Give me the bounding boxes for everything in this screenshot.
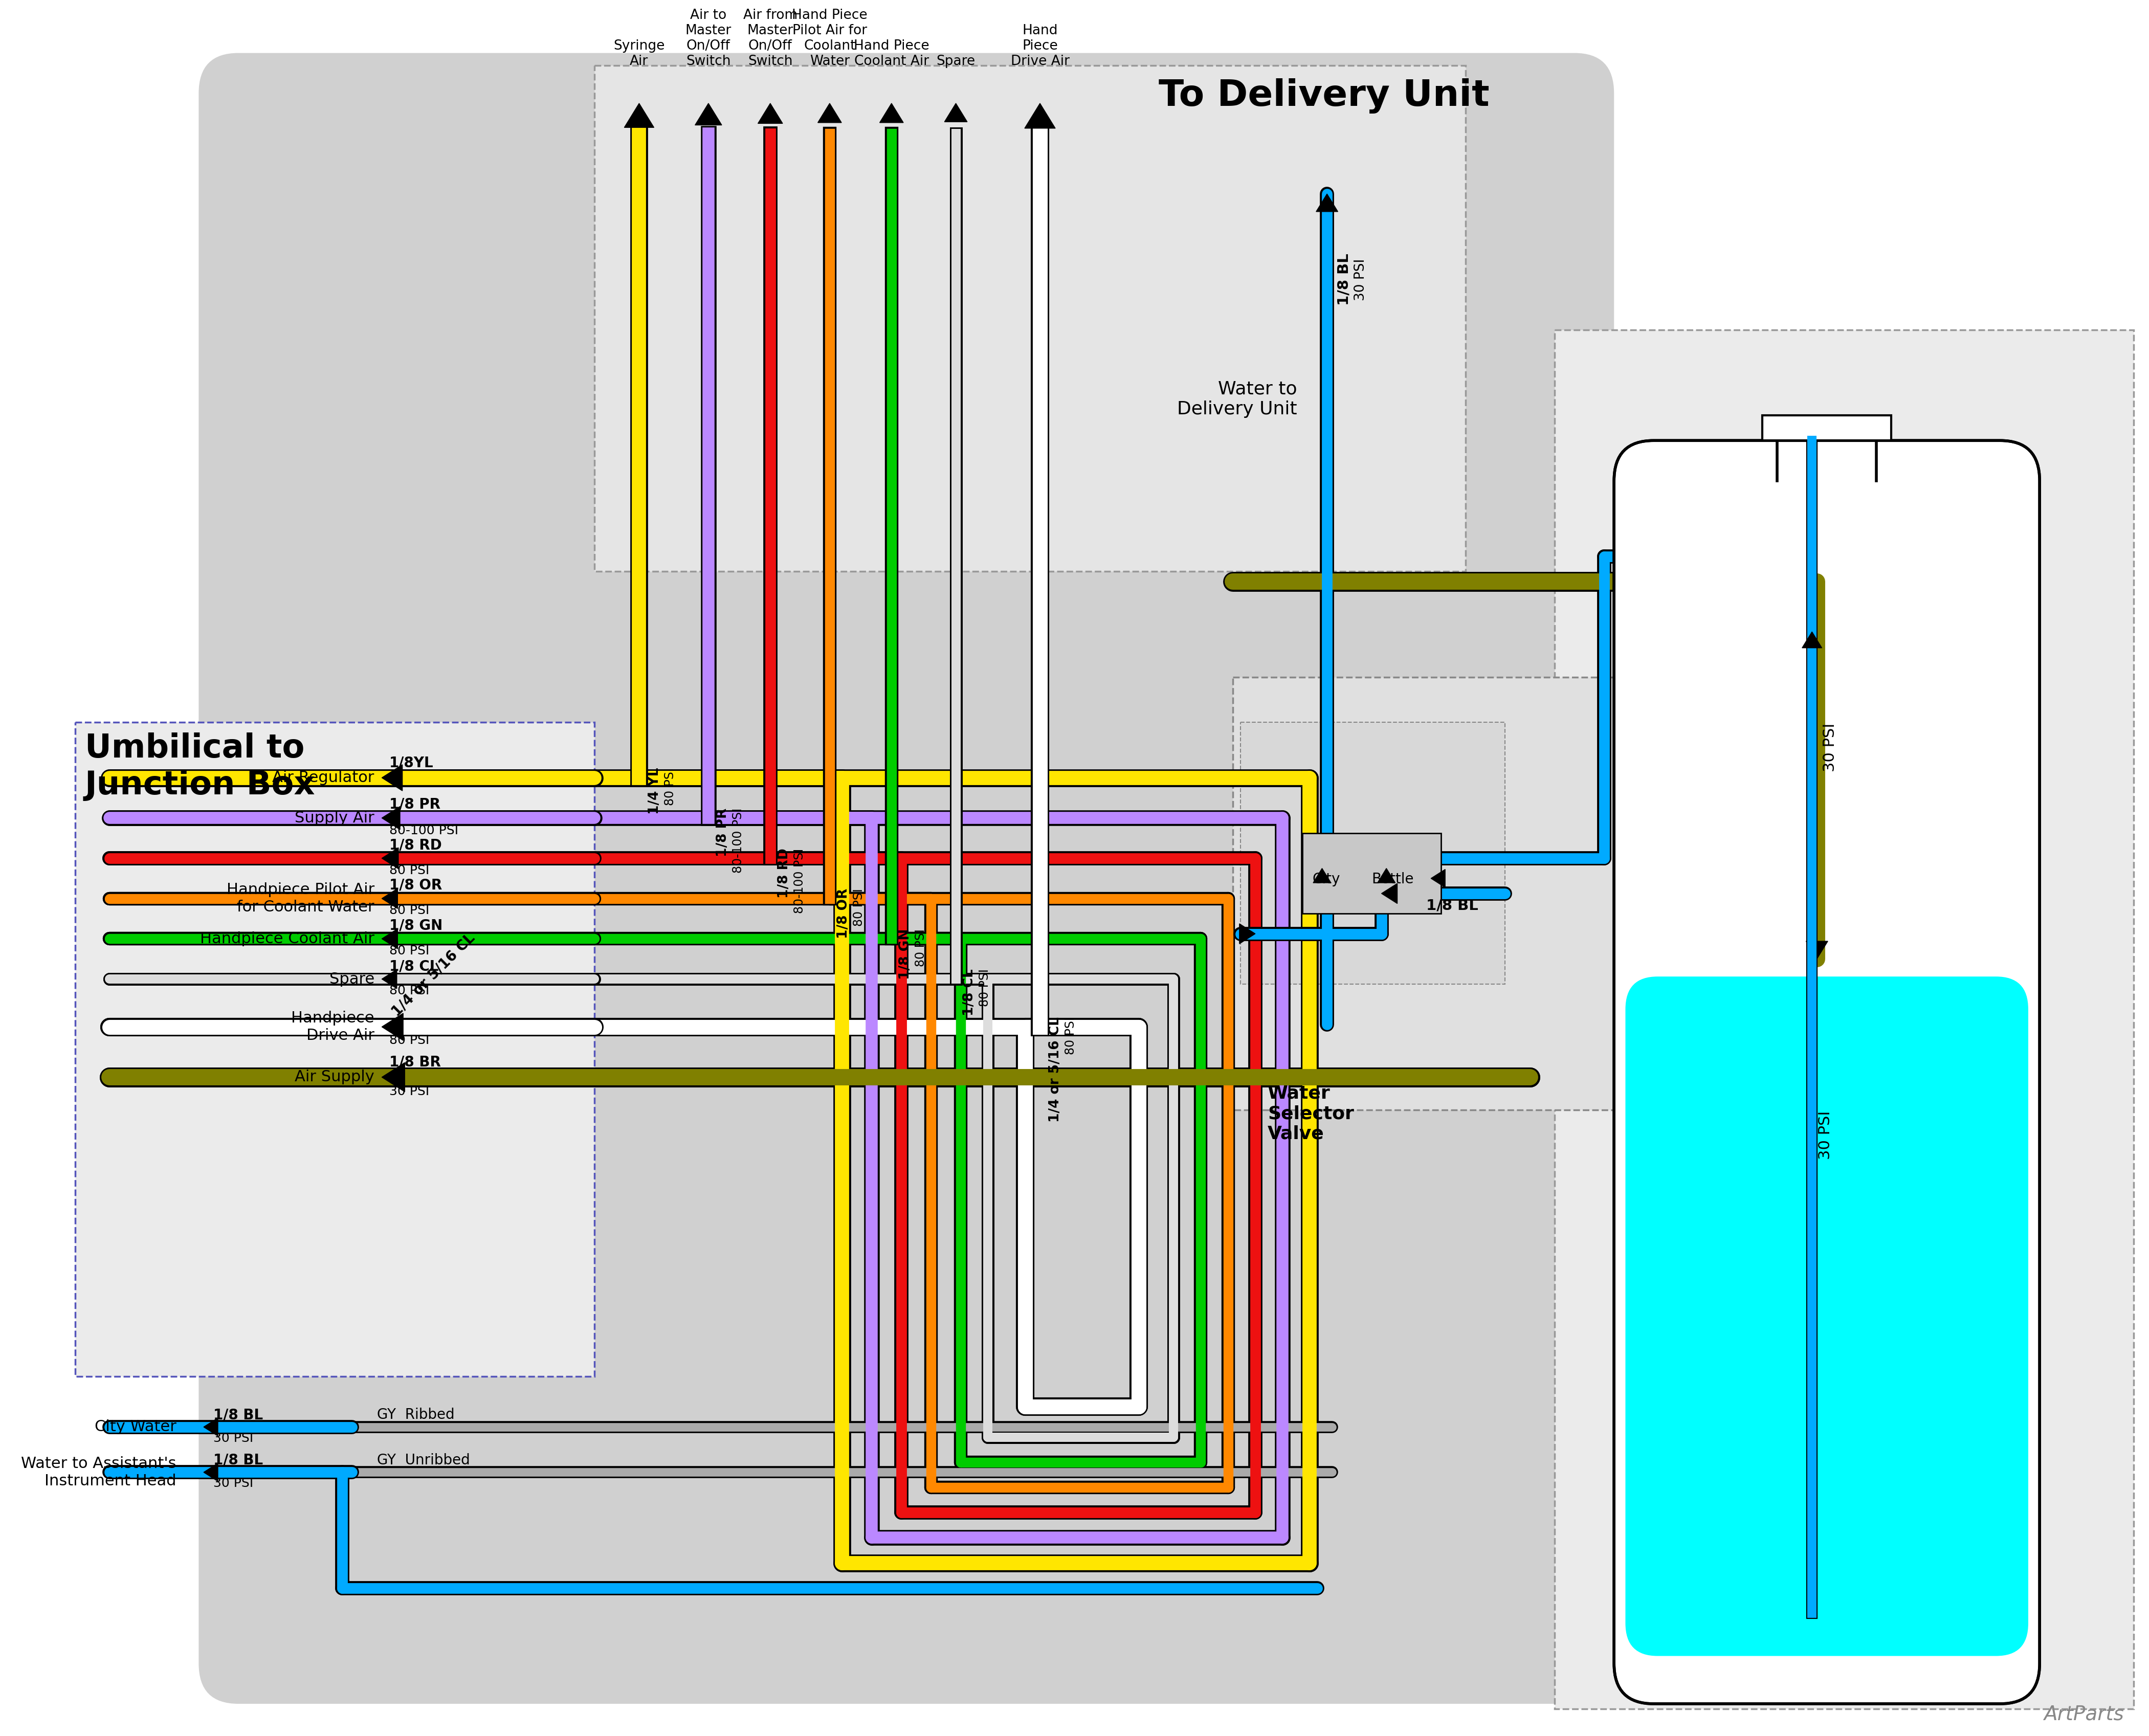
Text: Water to
Delivery Unit: Water to Delivery Unit [1178,380,1298,418]
Text: 80-100 PSI: 80-100 PSI [733,807,744,873]
Polygon shape [1240,924,1255,944]
FancyBboxPatch shape [1762,415,1891,441]
Text: 1/8 PR: 1/8 PR [389,797,441,811]
Polygon shape [1805,941,1829,958]
Text: Water
Selector
Valve: Water Selector Valve [1268,1085,1354,1142]
Text: 1/8 CL: 1/8 CL [963,969,976,1016]
Polygon shape [879,104,903,123]
Text: 80 PSI: 80 PSI [915,929,926,967]
Text: 80 PSI: 80 PSI [389,865,430,877]
Text: Handpiece
Drive Air: Handpiece Drive Air [292,1010,374,1043]
Text: 1/8 OR: 1/8 OR [389,878,443,892]
Polygon shape [383,929,398,950]
Text: Umbilical to
Junction Box: Umbilical to Junction Box [84,733,316,800]
Text: 30 PSI: 30 PSI [1354,259,1367,300]
Text: 1/4 or 5/16 CL: 1/4 or 5/16 CL [1049,1017,1062,1121]
Text: 1/8 OR: 1/8 OR [838,889,851,939]
Polygon shape [383,1014,404,1040]
Text: 1/8 BL: 1/8 BL [213,1453,262,1467]
Text: 1/8 BL: 1/8 BL [213,1408,262,1422]
Text: Handpiece Coolant Air: Handpiece Coolant Air [200,932,374,946]
Text: 1/4 YL: 1/4 YL [649,767,662,814]
Polygon shape [943,104,967,122]
Text: Hand
Piece
Drive Air: Hand Piece Drive Air [1010,24,1070,68]
Text: 1/8YL: 1/8YL [389,755,434,771]
Text: Handpiece Pilot Air
for Coolant Water: Handpiece Pilot Air for Coolant Water [226,882,374,915]
Text: Syringe
Air: Syringe Air [612,40,664,68]
Text: Spare: Spare [329,972,374,986]
Polygon shape [819,104,842,123]
Text: Water to Assistant's
Instrument Head: Water to Assistant's Instrument Head [21,1457,176,1488]
Polygon shape [204,1463,217,1481]
FancyBboxPatch shape [1625,977,2029,1656]
Text: 1/8 RD: 1/8 RD [389,838,443,852]
Text: 80 PSI: 80 PSI [664,767,677,806]
Text: 80 PSI: 80 PSI [389,1035,430,1047]
Text: 1/8 BR: 1/8 BR [389,1055,441,1069]
Polygon shape [1803,632,1822,648]
Text: 1/8 CL: 1/8 CL [389,960,438,974]
Text: Air Regulator: Air Regulator [273,771,374,785]
Text: 80 PSI: 80 PSI [978,969,991,1007]
Text: 80-100 PSI: 80-100 PSI [793,849,806,913]
Text: City: City [1313,871,1341,887]
Polygon shape [1313,868,1330,884]
Text: GY  Unribbed: GY Unribbed [376,1453,471,1467]
Text: GY  Ribbed: GY Ribbed [376,1408,453,1422]
Text: 30 PSI: 30 PSI [1818,1111,1833,1160]
Polygon shape [204,1418,217,1436]
Text: Air from
Master
On/Off
Switch: Air from Master On/Off Switch [744,9,797,68]
Text: 80 PSI: 80 PSI [1064,1017,1077,1055]
Text: 1/8 BL: 1/8 BL [1337,253,1352,306]
Text: Hand Piece
Pilot Air for
Coolant
Water: Hand Piece Pilot Air for Coolant Water [791,9,868,68]
Text: 30 PSI: 30 PSI [389,1085,430,1097]
Text: 80 PSI: 80 PSI [389,904,430,917]
Text: 30 PSI: 30 PSI [213,1432,254,1444]
Text: 80 PSI: 80 PSI [389,944,430,957]
FancyBboxPatch shape [1554,330,2134,1708]
Text: Supply Air: Supply Air [294,811,374,825]
Text: Spare: Spare [937,56,976,68]
Polygon shape [759,104,782,123]
Text: 30 PSI: 30 PSI [1822,724,1837,773]
Polygon shape [623,104,653,127]
Text: 30 PSI: 30 PSI [213,1477,254,1489]
Polygon shape [383,847,398,868]
Polygon shape [383,807,400,830]
Text: City Water: City Water [95,1420,176,1434]
Text: 1/8 GN: 1/8 GN [898,929,911,979]
Text: Air Supply: Air Supply [294,1069,374,1085]
FancyBboxPatch shape [1240,722,1504,984]
FancyBboxPatch shape [595,66,1466,571]
FancyBboxPatch shape [1302,833,1440,913]
Polygon shape [383,764,402,792]
Text: ArtParts: ArtParts [2044,1705,2123,1724]
FancyBboxPatch shape [75,722,595,1377]
Text: To Delivery Unit: To Delivery Unit [1158,78,1489,113]
Text: Bottle: Bottle [1371,871,1414,887]
Polygon shape [1378,868,1395,884]
Polygon shape [1431,870,1444,887]
Text: 1/8 RD: 1/8 RD [778,849,791,898]
Text: 80-100 PSI: 80-100 PSI [389,825,458,837]
Text: 80 PSI: 80 PSI [389,984,430,996]
Polygon shape [1315,194,1339,212]
Text: 1/8 GN: 1/8 GN [389,918,443,932]
FancyBboxPatch shape [1614,441,2039,1703]
Polygon shape [1025,104,1055,128]
FancyBboxPatch shape [1234,677,1704,1109]
Text: 1/8 BL: 1/8 BL [1427,899,1479,913]
Text: Hand Piece
Coolant Air: Hand Piece Coolant Air [853,40,928,68]
Text: 1/8 PR: 1/8 PR [716,807,731,856]
Polygon shape [383,1062,404,1092]
Polygon shape [694,104,722,125]
FancyBboxPatch shape [198,54,1614,1703]
Polygon shape [1382,884,1397,903]
Polygon shape [383,889,398,908]
Text: 1/4 or 5/16 CL: 1/4 or 5/16 CL [389,930,477,1019]
Text: 80 PSI: 80 PSI [853,889,866,927]
Text: Air to
Master
On/Off
Switch: Air to Master On/Off Switch [686,9,731,68]
Polygon shape [383,969,398,988]
